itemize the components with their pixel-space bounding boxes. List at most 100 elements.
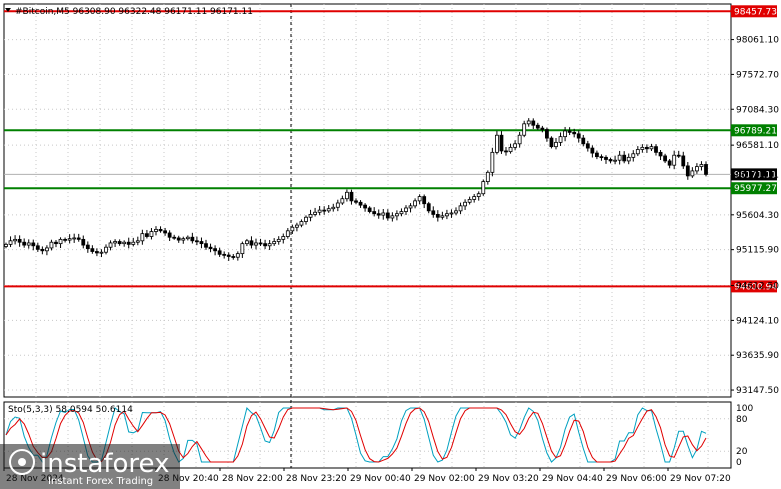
- level-tag: [731, 280, 777, 293]
- candle: [476, 193, 481, 197]
- indicator-label: Sto(5,3,3) 58.0594 50.6114: [8, 405, 133, 415]
- x-tick-label: 29 Nov 00:40: [350, 474, 411, 484]
- candle: [422, 196, 427, 205]
- candle: [454, 210, 458, 214]
- candle: [254, 242, 258, 246]
- candle: [290, 226, 295, 232]
- current-price-label: 96171.11: [734, 170, 777, 180]
- candle: [185, 236, 190, 240]
- level-tag: [731, 124, 777, 137]
- x-tick-label: 29 Nov 02:00: [414, 474, 475, 484]
- level-tag: [731, 182, 777, 195]
- level-tag: [731, 5, 777, 18]
- candle: [358, 201, 363, 206]
- candle: [222, 253, 227, 256]
- candle: [495, 134, 499, 153]
- candle: [599, 156, 604, 159]
- y-tick-label: 96171.11: [736, 170, 779, 180]
- candle: [272, 241, 277, 245]
- candle: [567, 130, 572, 133]
- candle: [76, 237, 81, 240]
- candle: [195, 240, 199, 243]
- candle: [526, 120, 531, 125]
- candle: [126, 241, 131, 245]
- candle: [390, 215, 395, 219]
- candle: [435, 214, 440, 218]
- candle: [231, 256, 236, 258]
- candle: [108, 242, 113, 248]
- candle: [226, 254, 231, 257]
- candle: [208, 246, 213, 250]
- candle: [695, 166, 699, 172]
- candle: [172, 236, 177, 239]
- candle: [363, 204, 367, 209]
- dropdown-triangle-icon[interactable]: [5, 8, 11, 12]
- candle: [113, 241, 117, 244]
- candle: [213, 248, 217, 252]
- stochastic-signal-line: [5, 407, 707, 463]
- stochastic-main-line: [5, 407, 707, 463]
- candle: [140, 233, 145, 242]
- y-tick-label: 93635.90: [736, 351, 779, 361]
- candle: [467, 199, 472, 203]
- candle: [276, 238, 281, 242]
- candle: [354, 200, 358, 203]
- x-tick-label: 29 Nov 06:00: [606, 474, 667, 484]
- candle: [404, 207, 408, 212]
- candle: [99, 251, 104, 254]
- level-tag-label: 94600.94: [734, 282, 777, 292]
- stochastic-tick-label: 100: [736, 404, 753, 414]
- candle: [45, 247, 49, 252]
- candle: [426, 203, 431, 212]
- candle: [385, 212, 390, 219]
- candle: [13, 238, 17, 242]
- candle: [267, 243, 272, 247]
- candle: [672, 154, 677, 166]
- candle: [504, 150, 508, 153]
- candle: [181, 238, 186, 241]
- candle: [676, 154, 681, 157]
- candle: [204, 243, 208, 248]
- candle: [540, 127, 545, 130]
- candle: [308, 214, 313, 218]
- candle: [685, 165, 690, 177]
- y-tick-label: 96581.10: [736, 141, 779, 151]
- candle: [63, 238, 67, 241]
- candle: [485, 171, 490, 182]
- candle: [90, 248, 95, 252]
- candle: [367, 207, 372, 212]
- candle: [295, 224, 299, 228]
- candle: [95, 251, 99, 254]
- candle: [322, 209, 327, 212]
- candle: [340, 198, 345, 204]
- candle: [8, 240, 13, 245]
- candle: [585, 143, 590, 149]
- candle: [631, 153, 636, 158]
- candle: [31, 242, 36, 247]
- candle: [490, 151, 495, 173]
- y-tick-label: 94612.50: [736, 282, 779, 292]
- candle: [163, 230, 167, 234]
- candle: [667, 160, 672, 166]
- candle: [649, 146, 654, 150]
- candle: [54, 241, 58, 245]
- candle: [531, 120, 536, 126]
- candle: [4, 243, 8, 247]
- candle: [372, 211, 377, 215]
- y-tick-label: 95604.30: [736, 211, 779, 221]
- candle: [304, 216, 308, 222]
- candle: [26, 242, 31, 246]
- candle: [445, 213, 449, 217]
- candle: [40, 248, 45, 252]
- candle: [299, 221, 304, 226]
- candle: [22, 241, 27, 246]
- candle: [85, 244, 90, 250]
- candles: [4, 118, 708, 261]
- candle: [704, 164, 708, 175]
- candle: [245, 240, 249, 245]
- candle: [399, 211, 404, 215]
- x-tick-label: 28 Nov 20:40: [158, 474, 219, 484]
- stochastic-tick-label: 80: [736, 415, 748, 425]
- candle: [590, 147, 595, 154]
